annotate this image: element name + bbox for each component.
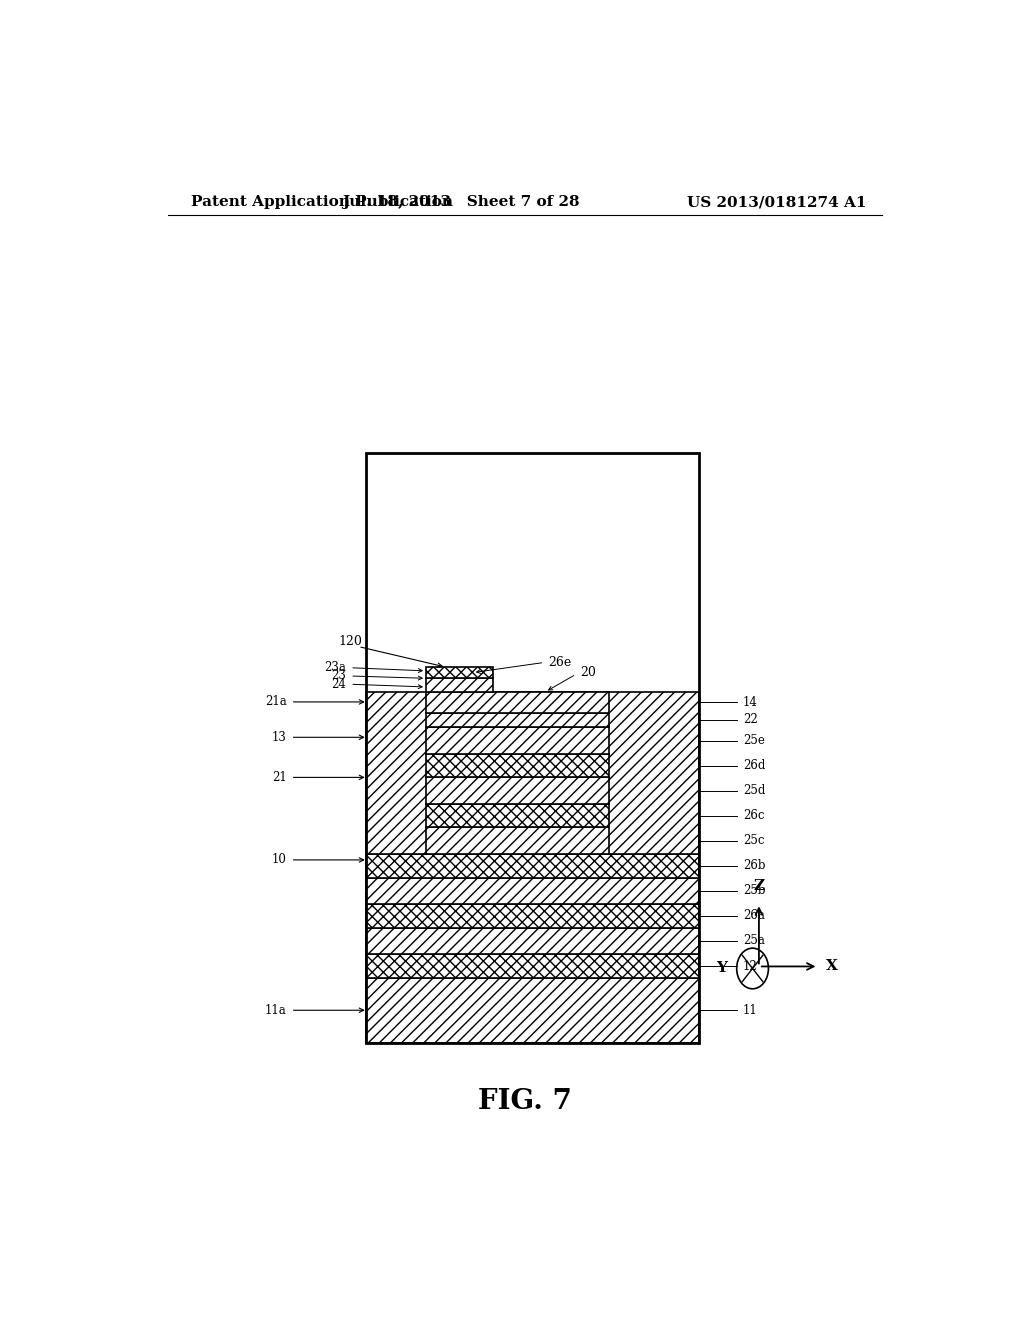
Bar <box>426 713 609 727</box>
Text: X: X <box>826 960 839 973</box>
Bar <box>367 904 699 928</box>
Text: Patent Application Publication: Patent Application Publication <box>191 195 454 209</box>
Bar <box>426 727 609 754</box>
Text: Y: Y <box>716 961 727 975</box>
Text: 26a: 26a <box>743 909 765 923</box>
Text: 25d: 25d <box>743 784 765 797</box>
Bar <box>426 678 493 692</box>
Bar <box>367 453 699 1043</box>
Bar <box>367 954 699 978</box>
Text: Jul. 18, 2013   Sheet 7 of 28: Jul. 18, 2013 Sheet 7 of 28 <box>342 195 581 209</box>
Text: US 2013/0181274 A1: US 2013/0181274 A1 <box>686 195 866 209</box>
Text: 120: 120 <box>338 635 362 648</box>
Bar <box>426 692 609 713</box>
Text: 12: 12 <box>743 960 758 973</box>
Text: 26b: 26b <box>743 859 766 873</box>
Text: 21: 21 <box>272 771 287 784</box>
Bar <box>426 777 609 804</box>
Bar <box>367 978 699 1043</box>
Bar <box>426 754 609 777</box>
Text: 25e: 25e <box>743 734 765 747</box>
Bar <box>367 854 699 878</box>
Bar <box>367 692 699 854</box>
Text: FIG. 7: FIG. 7 <box>478 1088 571 1115</box>
Bar <box>367 928 699 954</box>
Text: 26c: 26c <box>743 809 765 822</box>
Text: 22: 22 <box>743 713 758 726</box>
Text: 25c: 25c <box>743 834 765 847</box>
Text: 25b: 25b <box>743 884 766 898</box>
Bar <box>367 878 699 904</box>
Text: 24: 24 <box>332 677 346 690</box>
Text: 21a: 21a <box>265 696 287 709</box>
Bar <box>426 828 609 854</box>
Text: 26e: 26e <box>548 656 571 669</box>
Text: 11: 11 <box>743 1003 758 1016</box>
Text: 20: 20 <box>580 667 596 678</box>
Text: 25a: 25a <box>743 935 765 948</box>
Text: 10: 10 <box>271 854 287 866</box>
Text: Z: Z <box>754 879 765 894</box>
Text: 11a: 11a <box>265 1003 287 1016</box>
Text: 13: 13 <box>271 731 287 743</box>
Bar <box>426 804 609 828</box>
Text: 23a: 23a <box>325 661 346 675</box>
Text: 26d: 26d <box>743 759 765 772</box>
Text: 23: 23 <box>332 669 346 682</box>
Text: 14: 14 <box>743 696 758 709</box>
Bar <box>426 667 493 678</box>
